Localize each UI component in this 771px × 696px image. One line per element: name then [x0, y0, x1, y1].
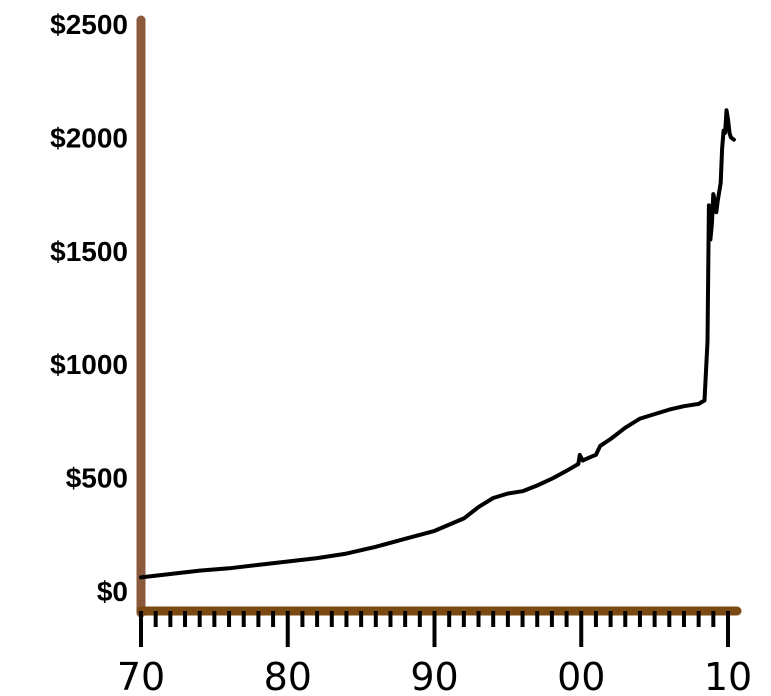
series-line [139, 108, 736, 580]
y-tick-label: $0 [97, 576, 128, 607]
series-group [139, 108, 736, 580]
x-tick-label: 80 [264, 655, 312, 696]
x-axis [136, 606, 742, 647]
x-tick-label: 90 [410, 655, 458, 696]
x-tick-label: 00 [557, 655, 605, 696]
x-tick-label: 10 [704, 655, 752, 696]
y-tick-label: $2000 [50, 122, 128, 153]
y-tick-label: $1500 [50, 236, 128, 267]
y-tick-label: $2500 [50, 9, 128, 40]
y-tick-label: $1000 [50, 349, 128, 380]
y-tick-labels: $0 $500 $1000 $1500 $2000 $2500 [50, 9, 128, 607]
x-tick-label: 70 [117, 655, 165, 696]
y-tick-label: $500 [66, 463, 128, 494]
x-tick-labels: 70 80 90 00 10 [117, 655, 752, 696]
